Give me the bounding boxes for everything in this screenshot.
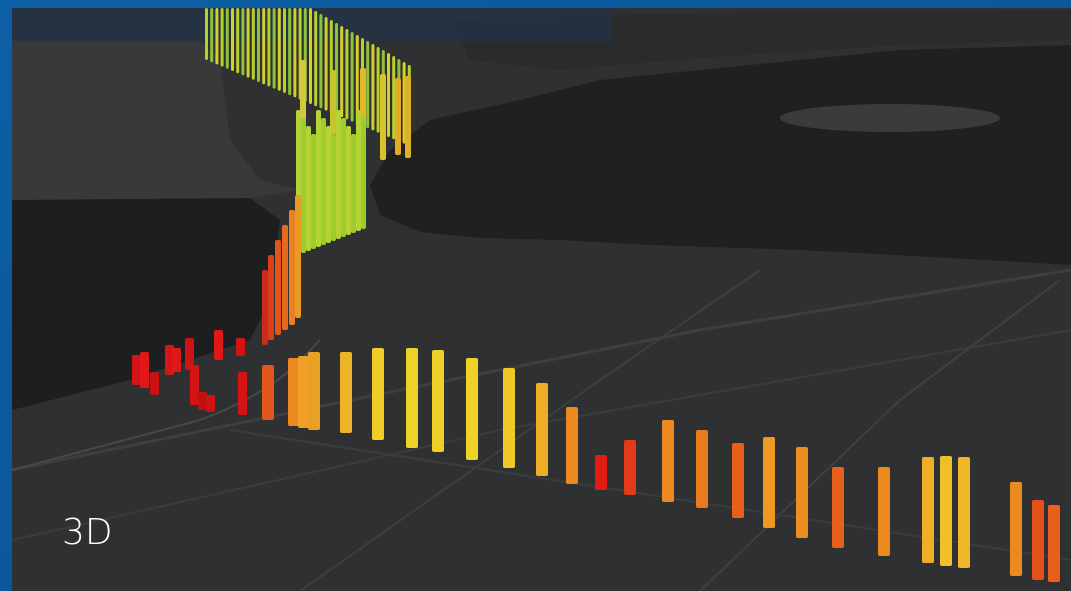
- bar: [293, 8, 297, 98]
- bar: [331, 134, 336, 241]
- bar: [432, 350, 444, 452]
- bar: [289, 210, 295, 325]
- bar: [355, 35, 359, 124]
- bar: [402, 62, 406, 144]
- bar: [231, 8, 234, 71]
- bar: [214, 330, 223, 360]
- bar: [1010, 482, 1022, 576]
- bar: [198, 392, 207, 410]
- bar: [190, 365, 199, 405]
- bar: [395, 78, 401, 155]
- bar: [832, 467, 844, 548]
- bar: [172, 348, 181, 372]
- bar: [336, 110, 341, 239]
- bar: [288, 8, 292, 96]
- bar: [536, 383, 548, 476]
- bar: [301, 118, 306, 253]
- bar: [275, 240, 281, 335]
- bar: [366, 41, 370, 129]
- bar: [300, 60, 306, 130]
- bars: [132, 8, 1060, 582]
- bar: [241, 8, 245, 76]
- bar: [314, 11, 318, 107]
- bar: [215, 8, 219, 65]
- bar: [350, 32, 354, 122]
- bar: [311, 134, 316, 249]
- bar: [282, 225, 288, 330]
- bar: [272, 8, 276, 89]
- bar: [662, 420, 674, 502]
- bar: [405, 76, 411, 158]
- bar: [316, 110, 321, 247]
- bar: [132, 355, 141, 385]
- bar: [376, 47, 380, 133]
- view-label: 3D: [62, 512, 113, 553]
- bar: [185, 338, 194, 370]
- bar: [308, 352, 320, 430]
- bar: [236, 338, 245, 356]
- bar: [361, 118, 366, 229]
- bar: [238, 372, 247, 415]
- bar: [392, 56, 396, 140]
- bar: [406, 348, 418, 448]
- bar: [466, 358, 478, 460]
- bar: [268, 255, 274, 340]
- bar: [696, 430, 708, 508]
- bar: [1032, 500, 1044, 580]
- bar: [267, 8, 271, 87]
- bar: [295, 195, 301, 318]
- bar: [225, 8, 229, 69]
- bar: [150, 372, 159, 395]
- bar: [503, 368, 515, 468]
- bar: [340, 352, 352, 433]
- bar: [371, 44, 375, 131]
- bar: [306, 126, 311, 251]
- bar: [1048, 505, 1060, 582]
- bar: [262, 365, 274, 420]
- bar: [165, 345, 174, 375]
- bar: [566, 407, 578, 484]
- bar: [796, 447, 808, 538]
- bar: [246, 8, 250, 78]
- bar: [345, 29, 349, 120]
- bar: [878, 467, 890, 556]
- bar: [372, 348, 384, 440]
- bar: [387, 53, 390, 137]
- bar: [380, 74, 386, 160]
- bar: [732, 443, 744, 518]
- bar: [346, 126, 351, 235]
- bar: [321, 118, 326, 245]
- bar: [340, 26, 344, 118]
- bar: [763, 437, 775, 528]
- bar: [140, 352, 149, 388]
- bar: [326, 126, 331, 243]
- bar: [298, 356, 310, 428]
- bar: [288, 358, 300, 426]
- bar: [205, 8, 208, 60]
- bar: [958, 457, 970, 568]
- bar: [262, 270, 268, 345]
- bar: [283, 8, 286, 93]
- bar: [277, 8, 281, 91]
- bar: [257, 8, 260, 82]
- bar: [595, 455, 607, 490]
- basemap: [11, 8, 1071, 591]
- bar: [351, 134, 356, 233]
- bar: [324, 17, 328, 111]
- bar: [330, 70, 336, 135]
- bar: [356, 110, 361, 231]
- bar: [236, 8, 240, 74]
- bar: [341, 118, 346, 237]
- bar: [319, 14, 323, 109]
- bar: [922, 457, 934, 563]
- bar: [940, 456, 952, 566]
- bar: [624, 440, 636, 495]
- bar: [220, 8, 224, 67]
- bar: [251, 8, 255, 80]
- bar: [262, 8, 266, 85]
- bar: [210, 8, 214, 63]
- bar: [206, 395, 215, 412]
- bar: [309, 8, 312, 104]
